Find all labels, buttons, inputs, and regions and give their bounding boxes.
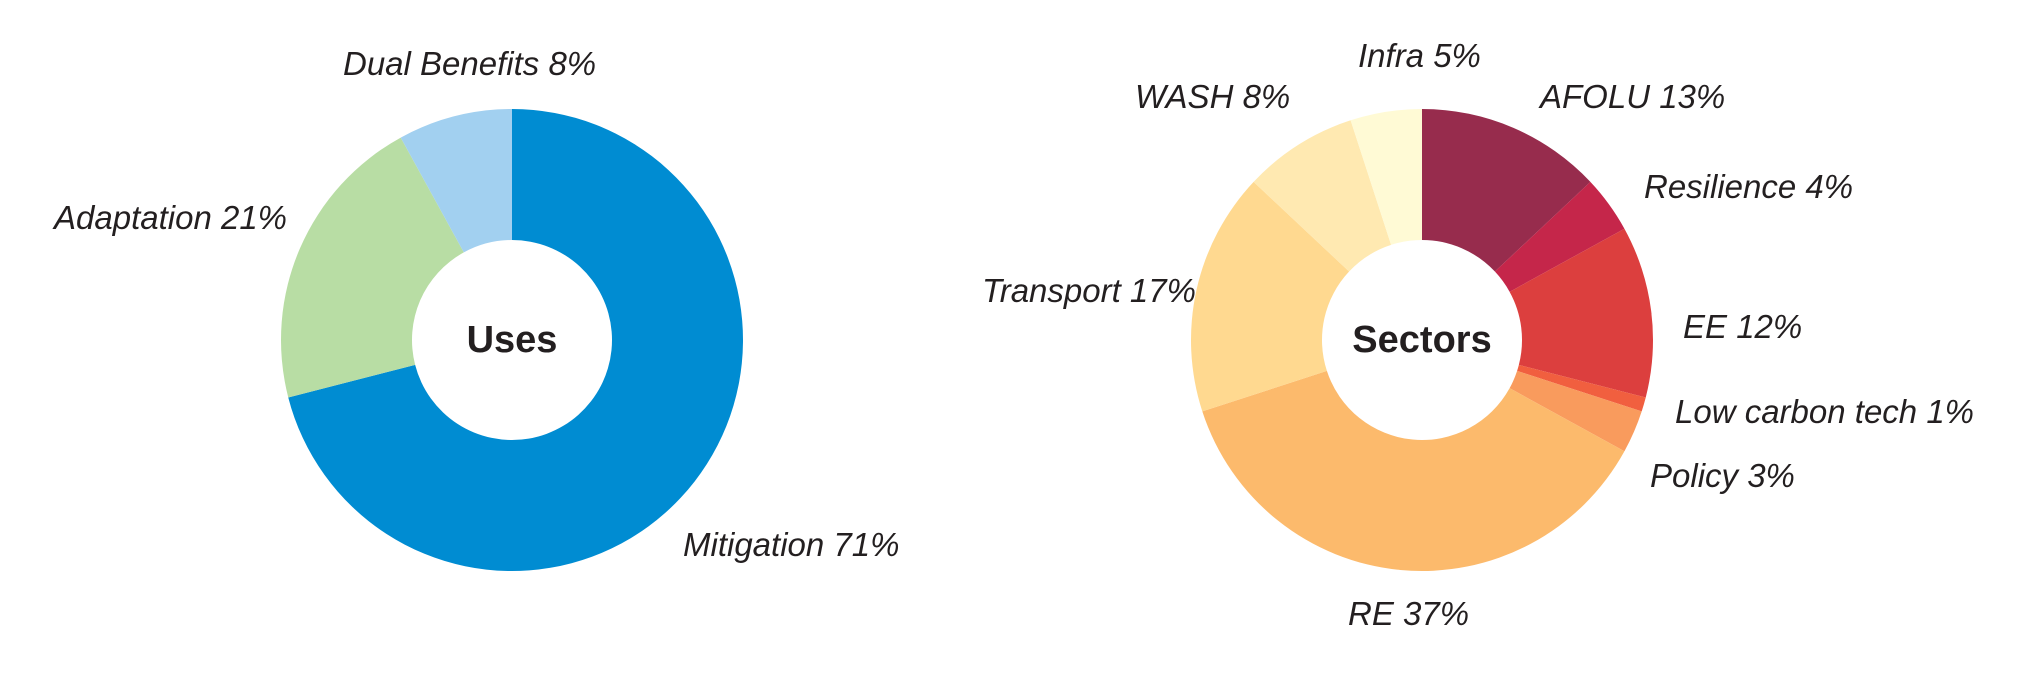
slice-low-carbon-tech bbox=[1517, 364, 1646, 412]
sectors-center-label: Sectors bbox=[1352, 319, 1491, 361]
slice-policy bbox=[1509, 370, 1642, 452]
slice-adaptation bbox=[281, 137, 464, 398]
slice-label-transport: Transport 17% bbox=[982, 272, 1196, 309]
sectors-donut bbox=[1190, 109, 1653, 572]
slice-transport bbox=[1190, 181, 1350, 412]
slice-dual-benefits bbox=[400, 109, 512, 253]
slice-wash bbox=[1253, 120, 1392, 272]
slice-label-dual-benefits: Dual Benefits 8% bbox=[343, 45, 596, 82]
slice-label-infra: Infra 5% bbox=[1358, 37, 1481, 74]
slice-resilience bbox=[1494, 181, 1625, 292]
slice-label-mitigation: Mitigation 71% bbox=[683, 526, 899, 563]
slice-label-wash: WASH 8% bbox=[1135, 78, 1290, 115]
slice-label-ee: EE 12% bbox=[1683, 308, 1802, 345]
slice-infra bbox=[1350, 109, 1422, 245]
slice-afolu bbox=[1422, 109, 1591, 272]
slice-label-re: RE 37% bbox=[1348, 595, 1469, 632]
uses-center-label: Uses bbox=[467, 319, 558, 361]
slice-re bbox=[1202, 370, 1625, 572]
slice-ee bbox=[1509, 228, 1653, 398]
slice-label-low-carbon-tech: Low carbon tech 1% bbox=[1675, 393, 1974, 430]
slice-label-adaptation: Adaptation 21% bbox=[52, 199, 287, 236]
slice-label-afolu: AFOLU 13% bbox=[1538, 78, 1725, 115]
slice-label-resilience: Resilience 4% bbox=[1644, 168, 1853, 205]
uses-donut bbox=[281, 109, 744, 572]
slice-label-policy: Policy 3% bbox=[1650, 457, 1795, 494]
slice-mitigation bbox=[288, 109, 744, 572]
